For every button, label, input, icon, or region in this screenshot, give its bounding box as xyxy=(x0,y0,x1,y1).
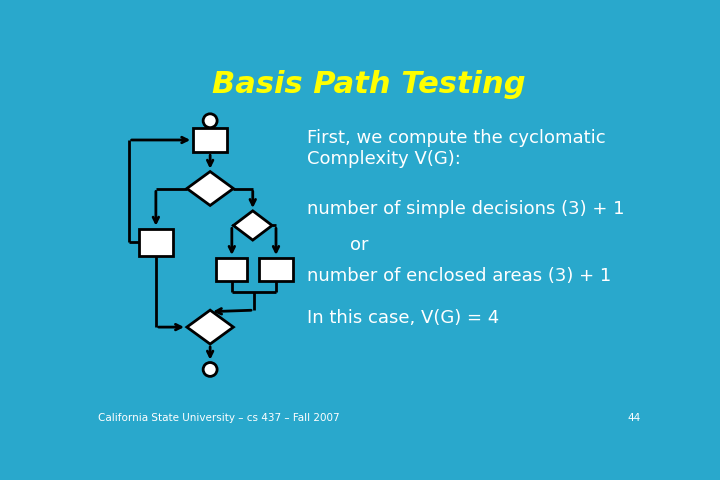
Text: number of enclosed areas (3) + 1: number of enclosed areas (3) + 1 xyxy=(307,267,611,285)
Text: First, we compute the cyclomatic
Complexity V(G):: First, we compute the cyclomatic Complex… xyxy=(307,129,606,168)
Polygon shape xyxy=(187,310,233,344)
Bar xyxy=(216,258,248,281)
Polygon shape xyxy=(233,211,272,240)
Text: 44: 44 xyxy=(627,413,640,422)
Text: number of simple decisions (3) + 1: number of simple decisions (3) + 1 xyxy=(307,200,624,218)
Circle shape xyxy=(203,362,217,376)
Bar xyxy=(193,128,228,152)
Text: Basis Path Testing: Basis Path Testing xyxy=(212,70,526,99)
Text: In this case, V(G) = 4: In this case, V(G) = 4 xyxy=(307,310,499,327)
Text: California State University – cs 437 – Fall 2007: California State University – cs 437 – F… xyxy=(98,413,339,422)
Bar xyxy=(259,258,293,281)
Bar xyxy=(139,228,173,256)
Text: or: or xyxy=(350,236,368,254)
Circle shape xyxy=(203,114,217,128)
Polygon shape xyxy=(187,171,233,205)
